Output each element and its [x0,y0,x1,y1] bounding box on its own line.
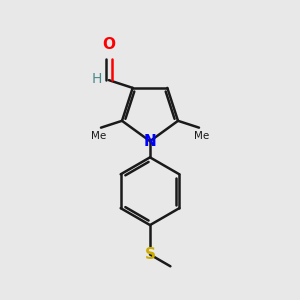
Text: O: O [102,38,116,52]
Text: Me: Me [194,131,209,141]
Text: Me: Me [91,131,106,141]
Text: S: S [145,247,155,262]
Text: N: N [144,134,156,149]
Text: H: H [91,72,102,86]
